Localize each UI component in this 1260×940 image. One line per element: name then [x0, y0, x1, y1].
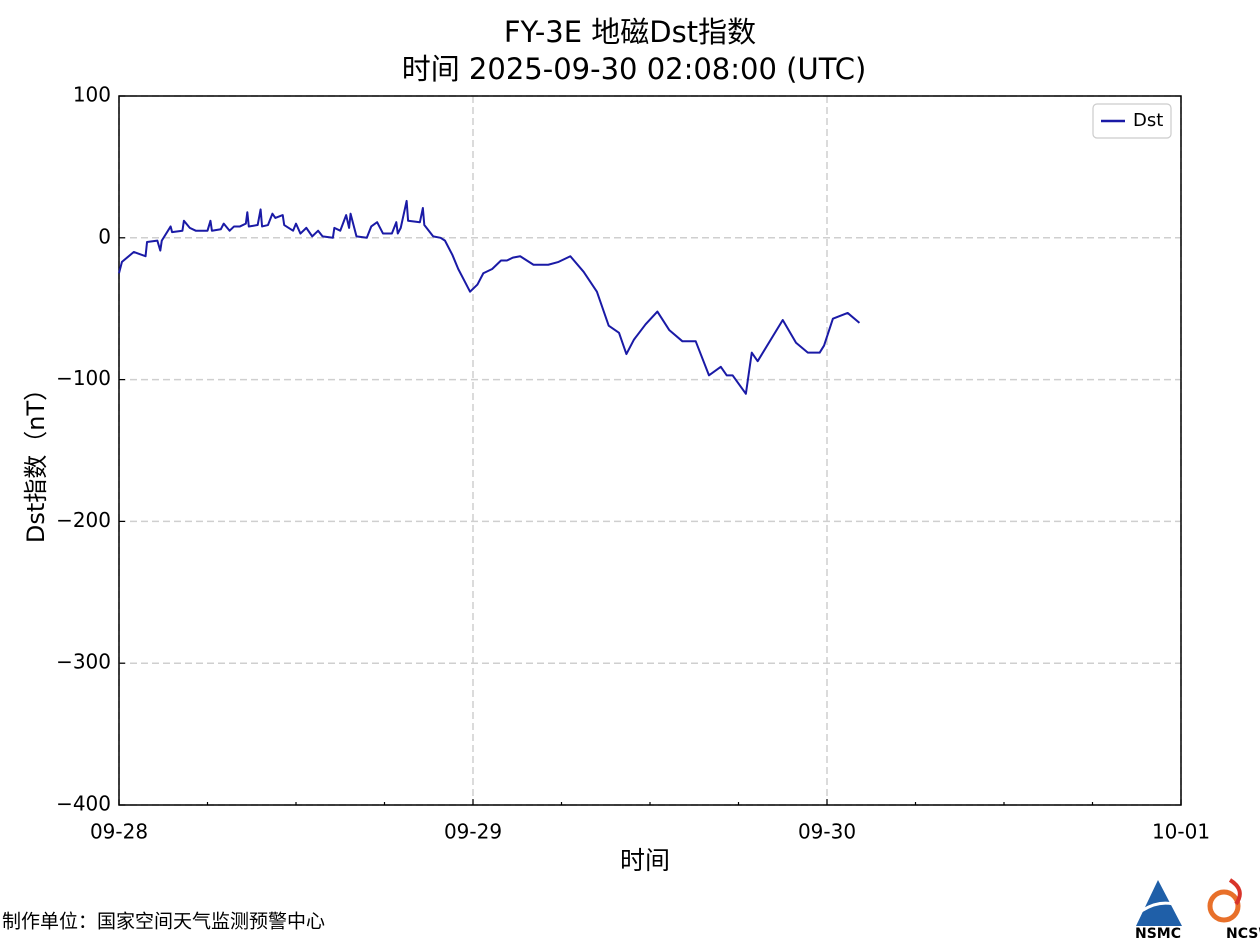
- logo-shape: [1207, 889, 1241, 923]
- y-tick-label: 0: [98, 224, 111, 248]
- y-tick-label: −100: [56, 366, 111, 390]
- legend-box: [1092, 103, 1172, 139]
- logo-text: NCSW: [1226, 926, 1260, 940]
- x-tick-label: 09-29: [444, 820, 502, 844]
- data-line: [118, 199, 861, 395]
- logo-nsmc: NSMC: [1135, 880, 1182, 940]
- x-tick-label: 10-01: [1152, 820, 1210, 844]
- y-tick-label: −300: [56, 650, 111, 674]
- x-axis-label: 时间: [620, 846, 670, 875]
- legend-label: Dst: [1133, 110, 1163, 131]
- y-axis-label: Dst指数（nT）: [22, 377, 50, 543]
- chart-title: FY-3E 地磁Dst指数: [504, 15, 756, 49]
- footer-producer: 制作单位：国家空间天气监测预警中心: [2, 911, 325, 933]
- logo-shape: [1228, 878, 1242, 906]
- logo-shape: [1139, 901, 1181, 914]
- y-tick-label: −400: [56, 792, 111, 816]
- y-tick-label: −200: [56, 508, 111, 532]
- x-tick-label: 09-28: [90, 820, 148, 844]
- logo-text: NSMC: [1135, 926, 1181, 940]
- x-tick-label: 09-30: [798, 820, 856, 844]
- logo-ncsw: NCSW: [1207, 878, 1260, 940]
- y-tick-label: 100: [73, 83, 111, 107]
- plot-frame: [118, 95, 1182, 806]
- chart-subtitle: 时间 2025-09-30 02:08:00 (UTC): [402, 52, 867, 86]
- legend: Dst: [1092, 103, 1172, 139]
